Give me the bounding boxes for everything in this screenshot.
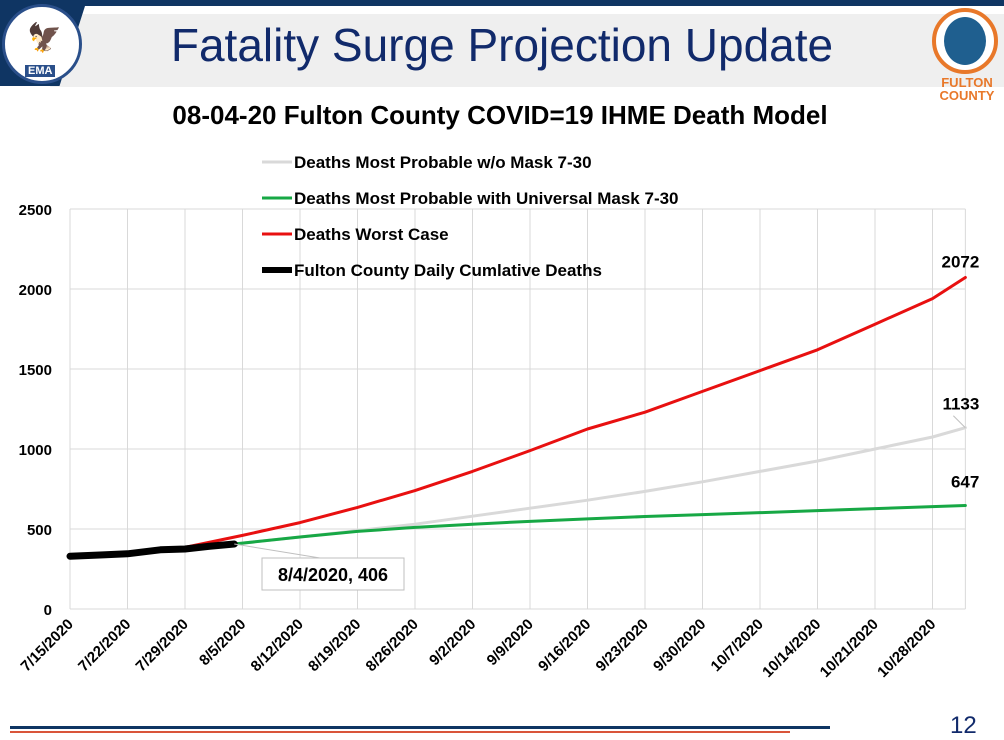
annotation-box — [261, 557, 405, 591]
x-tick-label: 8/26/2020 — [363, 616, 422, 675]
legend-label: Deaths Most Probable with Universal Mask… — [294, 189, 679, 208]
x-tick-label: 7/29/2020 — [133, 616, 192, 675]
fulton-county-logo — [932, 8, 998, 74]
page-title: Fatality Surge Projection Update — [170, 19, 834, 71]
x-tick-label: 10/21/2020 — [817, 616, 882, 681]
series-line — [232, 426, 967, 546]
end-value-label: 2072 — [942, 252, 980, 271]
legend-label: Deaths Worst Case — [294, 225, 449, 244]
end-value-label: 647 — [951, 472, 979, 491]
ema-logo: 🦅 EMA — [2, 4, 82, 84]
x-tick-label: 9/30/2020 — [650, 616, 709, 675]
y-tick-label: 2500 — [19, 202, 52, 219]
x-tick-label: 9/9/2020 — [484, 616, 537, 669]
x-tick-label: 10/14/2020 — [759, 616, 824, 681]
y-tick-label: 500 — [27, 522, 52, 539]
x-tick-label: 9/23/2020 — [593, 616, 652, 675]
x-tick-label: 8/5/2020 — [196, 616, 249, 669]
series-line — [232, 503, 967, 546]
x-tick-label: 8/12/2020 — [248, 616, 307, 675]
chart-title: 08-04-20 Fulton County COVID=19 IHME Dea… — [172, 100, 828, 130]
leader-line — [953, 415, 966, 429]
top-bar — [0, 0, 1004, 6]
annotation-leader — [234, 543, 321, 559]
legend-label: Deaths Most Probable w/o Mask 7-30 — [294, 153, 592, 172]
footer-line-red — [10, 731, 790, 733]
annotation-label: 8/4/2020, 406 — [278, 565, 388, 585]
ema-logo-text: EMA — [25, 65, 56, 77]
end-value-label: 1133 — [942, 395, 979, 414]
x-tick-label: 9/16/2020 — [535, 616, 594, 675]
series-line — [66, 540, 238, 560]
page-number: 12 — [950, 712, 977, 739]
x-tick-label: 10/28/2020 — [874, 616, 939, 681]
series-line — [183, 275, 967, 549]
tree-icon — [944, 17, 986, 65]
x-tick-label: 7/15/2020 — [18, 616, 77, 675]
footer-line-blue — [10, 726, 830, 729]
fulton-logo-text: FULTON COUNTY — [939, 75, 995, 103]
title-band — [50, 14, 1004, 87]
eagle-icon: 🦅 — [27, 22, 62, 53]
y-tick-label: 0 — [44, 602, 52, 619]
x-tick-label: 9/2/2020 — [426, 616, 479, 669]
x-tick-label: 7/22/2020 — [75, 616, 134, 675]
legend-label: Fulton County Daily Cumlative Deaths — [294, 261, 602, 280]
x-tick-label: 10/7/2020 — [708, 616, 767, 675]
y-tick-label: 1000 — [19, 442, 52, 459]
x-tick-label: 8/19/2020 — [305, 616, 364, 675]
y-tick-label: 1500 — [19, 362, 52, 379]
y-tick-label: 2000 — [19, 282, 52, 299]
